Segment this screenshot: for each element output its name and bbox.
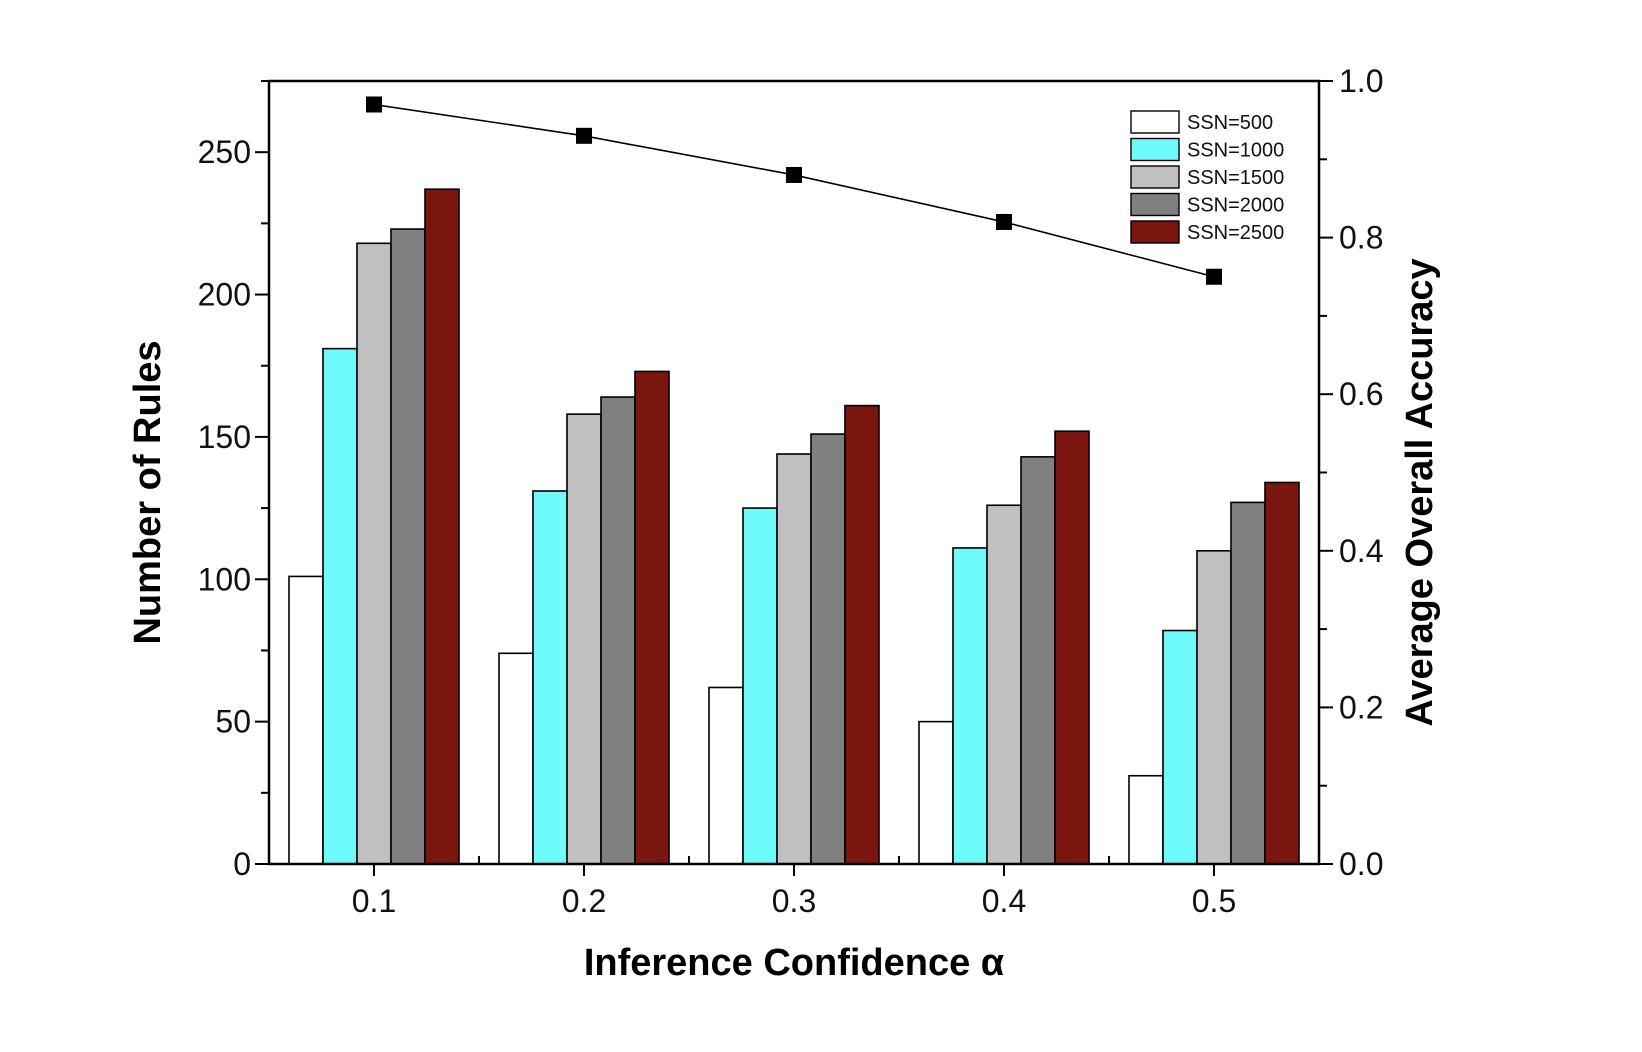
x-tick-label: 0.4 xyxy=(982,883,1026,919)
y-tick-label-right: 0.6 xyxy=(1339,376,1383,412)
bar-ssn-500-0-3 xyxy=(708,686,744,865)
accuracy-marker-0-2 xyxy=(576,127,592,144)
accuracy-line xyxy=(373,103,1215,278)
y-tick-label-left: 250 xyxy=(198,134,251,170)
bar-ssn-2000-0-5 xyxy=(1230,501,1266,865)
bar-ssn-1500-0-4 xyxy=(986,504,1022,865)
bar-ssn-1500-0-3 xyxy=(776,453,812,865)
legend-label: SSN=500 xyxy=(1187,112,1273,134)
x-tick-label: 0.1 xyxy=(352,883,396,919)
legend-swatch-ssn-1500 xyxy=(1130,165,1180,189)
bar-ssn-500-0-4 xyxy=(918,720,954,865)
bar-ssn-1000-0-4 xyxy=(952,547,988,865)
y-tick-label-right: 0.4 xyxy=(1339,533,1383,569)
y-tick-label-left: 200 xyxy=(198,277,251,313)
x-tick-label: 0.2 xyxy=(562,883,606,919)
accuracy-marker-0-3 xyxy=(786,166,802,183)
bar-ssn-500-0-5 xyxy=(1128,774,1164,865)
y-axis-title: Number of Rules xyxy=(127,340,169,644)
accuracy-line-layer xyxy=(366,96,1222,285)
y-tick-label-right: 0.2 xyxy=(1339,689,1383,725)
legend: SSN=500 SSN=1000 SSN=1500 SSN=2000 SSN=2500 xyxy=(1130,110,1284,244)
legend-swatch-ssn-2500 xyxy=(1130,220,1180,244)
accuracy-marker-0-1 xyxy=(366,96,382,113)
bar-ssn-2500-0-2 xyxy=(634,370,670,865)
legend-swatch-ssn-2000 xyxy=(1130,192,1180,217)
legend-swatch-ssn-500 xyxy=(1130,110,1180,134)
bar-ssn-500-0-2 xyxy=(498,652,534,865)
bar-ssn-2000-0-4 xyxy=(1020,456,1056,865)
y-axis-right-title: Average Overall Accuracy xyxy=(1399,258,1441,726)
bar-ssn-2500-0-5 xyxy=(1264,481,1300,865)
bar-ssn-1000-0-2 xyxy=(532,490,568,865)
bar-ssn-1500-0-2 xyxy=(566,413,602,865)
bar-ssn-1000-0-3 xyxy=(742,507,778,865)
bars-layer xyxy=(288,188,1300,865)
bar-ssn-2000-0-1 xyxy=(390,228,426,865)
legend-swatch-ssn-1000 xyxy=(1130,137,1180,162)
bar-ssn-2500-0-1 xyxy=(424,188,460,865)
x-tick-label: 0.5 xyxy=(1192,883,1236,919)
legend-label: SSN=2500 xyxy=(1187,222,1284,244)
bar-ssn-2000-0-3 xyxy=(810,433,846,865)
y-tick-label-left: 0 xyxy=(233,846,251,882)
y-tick-label-right: 0.8 xyxy=(1339,220,1383,256)
y-tick-label-right: 1.0 xyxy=(1339,63,1383,99)
accuracy-marker-0-5 xyxy=(1206,268,1222,285)
y-tick-label-left: 50 xyxy=(215,704,251,740)
x-tick-label: 0.3 xyxy=(772,883,816,919)
bar-ssn-2500-0-4 xyxy=(1054,430,1090,865)
legend-label: SSN=1500 xyxy=(1187,167,1284,189)
bar-ssn-500-0-1 xyxy=(288,575,324,865)
bar-ssn-1500-0-5 xyxy=(1196,549,1232,865)
bar-ssn-1000-0-1 xyxy=(322,347,358,865)
ticks-layer: 0 50 100 150 200 250 0.0 0.2 0.4 0.6 0.8 1.0 0.1 0.2 0… xyxy=(198,63,1384,919)
y-tick-label-left: 150 xyxy=(198,419,251,455)
bar-ssn-2000-0-2 xyxy=(600,396,636,865)
x-axis-title: Inference Confidence α xyxy=(584,942,1004,984)
bar-ssn-2500-0-3 xyxy=(844,404,880,865)
legend-label: SSN=1000 xyxy=(1187,140,1284,162)
y-tick-label-right: 0.0 xyxy=(1339,846,1383,882)
bar-ssn-1000-0-5 xyxy=(1162,629,1198,865)
y-tick-label-left: 100 xyxy=(198,561,251,597)
bar-ssn-1500-0-1 xyxy=(356,242,392,865)
accuracy-marker-0-4 xyxy=(996,213,1012,230)
legend-label: SSN=2000 xyxy=(1187,195,1284,217)
